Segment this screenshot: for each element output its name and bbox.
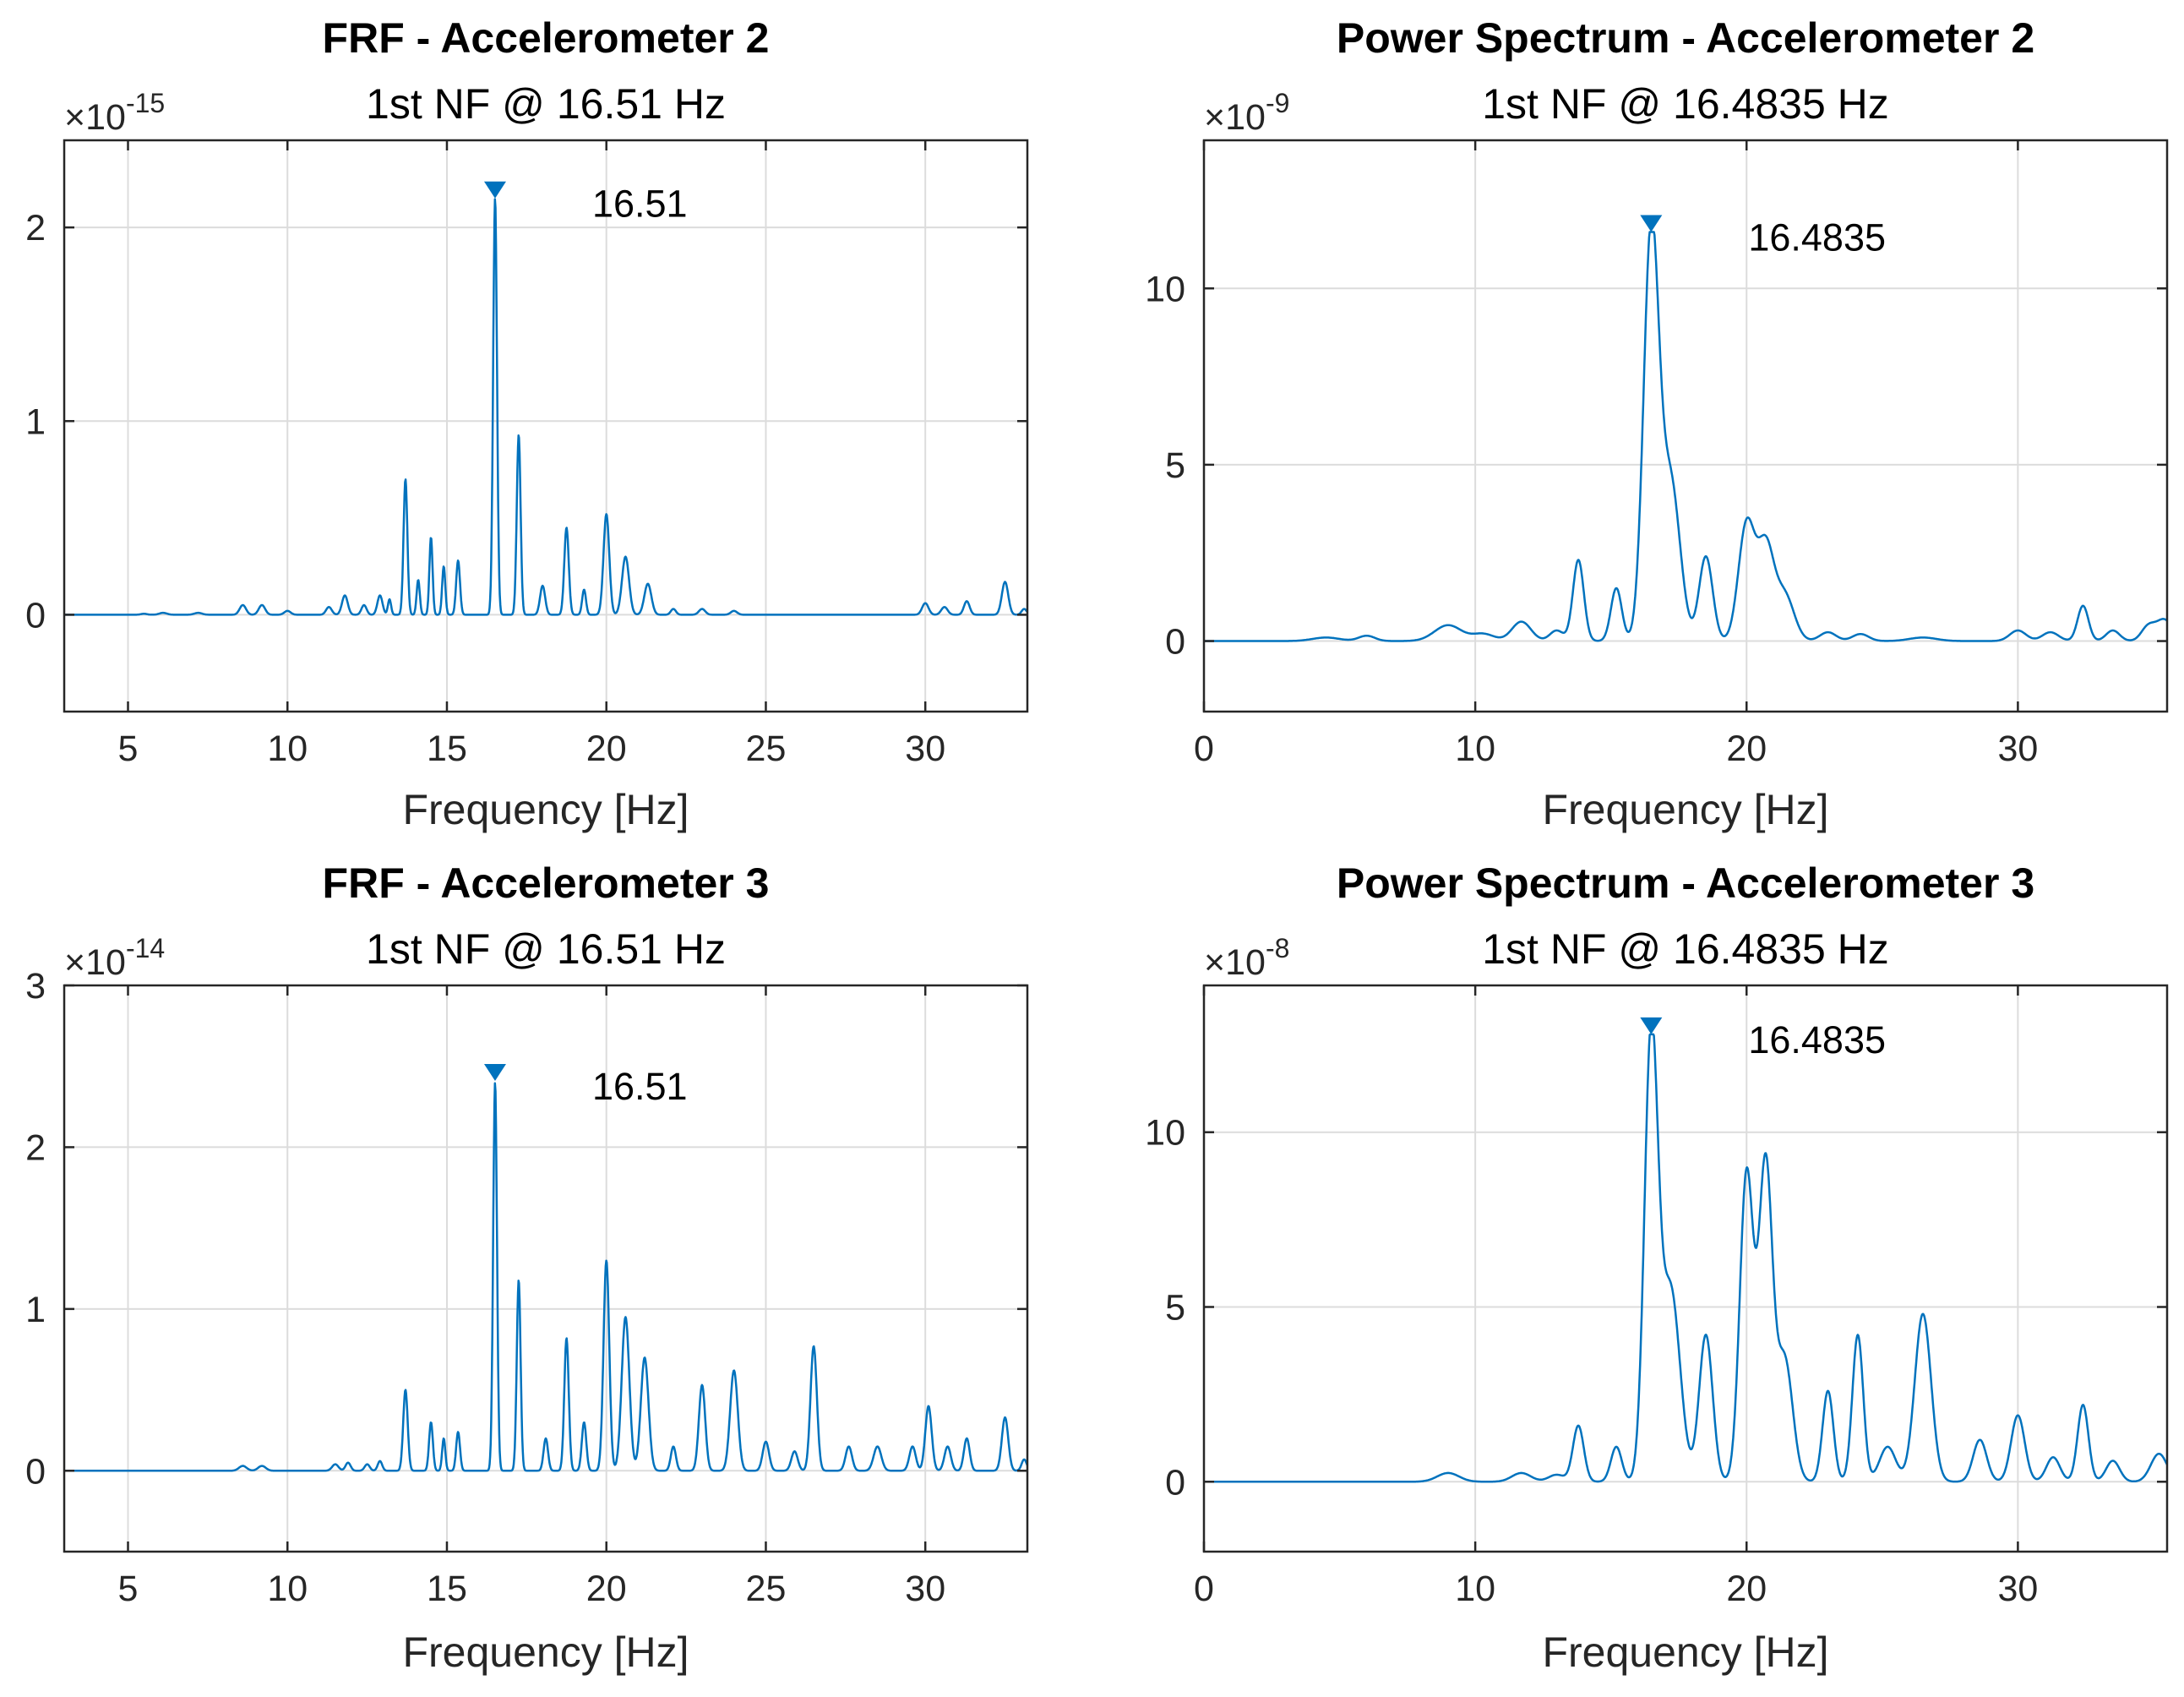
y-tick-label: 0 xyxy=(25,1451,46,1492)
axes-frame xyxy=(63,139,1029,713)
peak-label: 16.51 xyxy=(592,1065,688,1108)
chart-title: FRF - Accelerometer 3 xyxy=(323,859,770,907)
x-tick-label: 15 xyxy=(427,728,467,769)
spectrum-line xyxy=(63,1082,1029,1472)
y-tick-label: 5 xyxy=(1165,445,1185,486)
x-axis-label: Frequency [Hz] xyxy=(402,786,689,833)
y-tick-label: 2 xyxy=(25,208,46,248)
x-tick-label: 20 xyxy=(586,728,627,769)
x-tick-label: 20 xyxy=(1726,1569,1767,1609)
peak-label: 16.51 xyxy=(592,183,688,226)
tick-labels: 5 10 15 20 25 30 0 1 2 xyxy=(25,140,1027,769)
chart-subtitle: 1st NF @ 16.51 Hz xyxy=(366,80,726,128)
x-axis-label: Frequency [Hz] xyxy=(1542,786,1828,833)
spectrum-line xyxy=(1203,1033,2169,1483)
spectrum-line xyxy=(1203,231,2168,642)
x-tick-label: 30 xyxy=(905,1569,945,1609)
y-exponent-power: -9 xyxy=(1266,88,1289,118)
plot-area: 16.51 xyxy=(63,1063,1029,1472)
peak-label: 16.4835 xyxy=(1748,1018,1886,1061)
axes-frame xyxy=(63,984,1029,1553)
y-exponent-power: -8 xyxy=(1266,933,1289,963)
x-tick-label: 10 xyxy=(1455,1569,1495,1609)
x-tick-label: 30 xyxy=(1997,1569,2038,1609)
y-tick-label: 0 xyxy=(1165,1462,1185,1503)
y-tick-label: 1 xyxy=(25,401,46,442)
peak-marker xyxy=(1640,1017,1663,1034)
x-tick-label: 5 xyxy=(118,1569,139,1609)
y-tick-label: 10 xyxy=(1145,1113,1185,1154)
x-tick-label: 25 xyxy=(746,728,787,769)
x-tick-label: 0 xyxy=(1194,1569,1214,1609)
x-tick-label: 10 xyxy=(267,728,308,769)
y-tick-label: 3 xyxy=(25,966,46,1007)
peak-marker xyxy=(483,1063,506,1081)
axes-frame xyxy=(1202,139,2169,713)
y-tick-label: 5 xyxy=(1165,1287,1185,1328)
chart-subtitle: 1st NF @ 16.4835 Hz xyxy=(1482,80,1889,128)
x-tick-label: 30 xyxy=(1997,728,2038,769)
chart-subtitle: 1st NF @ 16.4835 Hz xyxy=(1482,925,1889,973)
axes-frame xyxy=(1202,984,2169,1553)
x-tick-label: 10 xyxy=(1455,728,1495,769)
x-tick-label: 30 xyxy=(905,728,945,769)
plot-area: 16.51 xyxy=(63,181,1029,616)
x-axis-label: Frequency [Hz] xyxy=(1542,1629,1828,1676)
y-exponent-base: 10 xyxy=(85,942,126,983)
panel-power-spectrum-accelerometer-3: Power Spectrum - Accelerometer 3 1st NF … xyxy=(1145,859,2169,1676)
peak-label: 16.4835 xyxy=(1748,216,1886,259)
y-exponent-power: -14 xyxy=(126,933,165,963)
spectrum-line xyxy=(63,198,1029,616)
plot-area: 16.4835 xyxy=(1203,1017,2169,1483)
peak-marker xyxy=(483,181,506,199)
y-tick-label: 0 xyxy=(1165,622,1185,663)
x-tick-label: 0 xyxy=(1194,728,1214,769)
y-exponent-base: 10 xyxy=(85,97,126,138)
panel-frf-accelerometer-2: FRF - Accelerometer 2 1st NF @ 16.51 Hz … xyxy=(25,14,1029,833)
x-tick-label: 20 xyxy=(586,1569,627,1609)
panel-power-spectrum-accelerometer-2: Power Spectrum - Accelerometer 2 1st NF … xyxy=(1145,14,2169,833)
y-exponent-base: 10 xyxy=(1225,942,1266,983)
chart-subtitle: 1st NF @ 16.51 Hz xyxy=(366,925,726,973)
y-tick-label: 2 xyxy=(25,1127,46,1168)
y-tick-label: 1 xyxy=(25,1290,46,1330)
x-tick-label: 15 xyxy=(427,1569,467,1609)
tick-labels: 5 10 15 20 25 30 0 1 2 3 xyxy=(25,966,1027,1609)
peak-marker xyxy=(1640,215,1663,232)
panel-frf-accelerometer-3: FRF - Accelerometer 3 1st NF @ 16.51 Hz … xyxy=(25,859,1029,1676)
plot-area: 16.4835 xyxy=(1203,215,2168,642)
y-tick-label: 0 xyxy=(25,595,46,636)
x-tick-label: 25 xyxy=(746,1569,787,1609)
x-tick-label: 5 xyxy=(118,728,139,769)
x-axis-label: Frequency [Hz] xyxy=(402,1629,689,1676)
y-exponent-power: -15 xyxy=(126,88,165,118)
y-tick-label: 10 xyxy=(1145,269,1185,309)
x-tick-label: 20 xyxy=(1726,728,1767,769)
tick-labels: 0 10 20 30 0 5 10 xyxy=(1145,985,2167,1609)
tick-labels: 0 10 20 30 0 5 10 xyxy=(1145,140,2167,769)
chart-title: Power Spectrum - Accelerometer 2 xyxy=(1337,14,2034,62)
y-exponent-base: 10 xyxy=(1225,97,1266,138)
x-tick-label: 10 xyxy=(267,1569,308,1609)
chart-title: FRF - Accelerometer 2 xyxy=(323,14,770,62)
chart-title: Power Spectrum - Accelerometer 3 xyxy=(1337,859,2034,907)
